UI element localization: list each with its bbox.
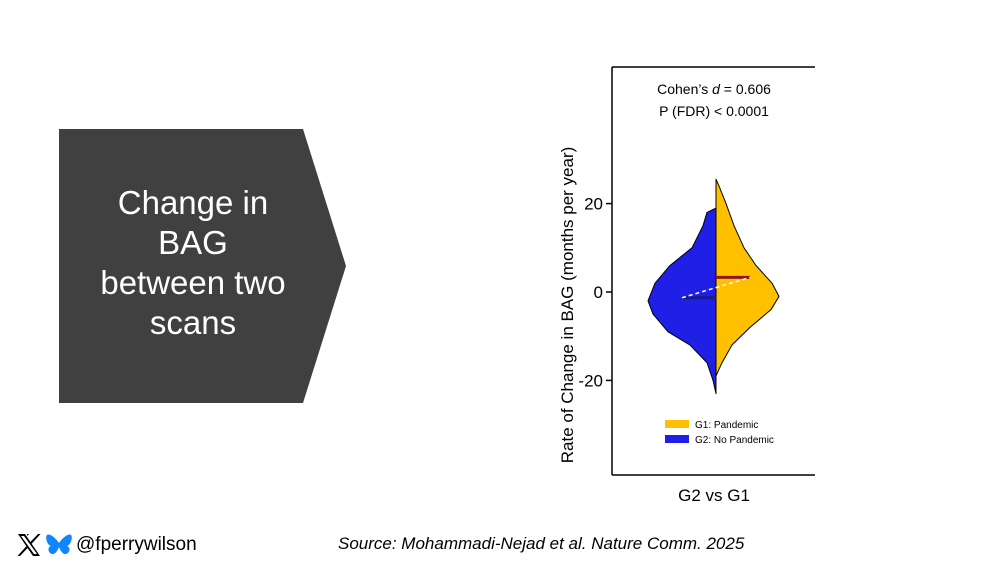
legend-label-g1: G1: Pandemic <box>695 420 758 431</box>
y-tick-label: 20 <box>584 195 603 214</box>
arrow-line-4: scans <box>149 304 237 341</box>
social-handle: @fperrywilson <box>76 534 197 555</box>
median-connector-line <box>681 276 751 299</box>
arrow-polygon <box>59 129 346 403</box>
violin-chart: -20 0 20 Rate of Change in BAG (months per… <box>550 60 830 510</box>
source-citation: Source: Mohammadi-Nejad et al. Nature Co… <box>338 534 745 553</box>
effect-size-annotation: Cohen’s d = 0.606 <box>657 81 771 97</box>
x-category-label: G2 vs G1 <box>678 486 750 505</box>
violin-half-g2 <box>647 207 717 395</box>
arrow-line-1: Change in <box>117 184 269 221</box>
chart-svg: -20 0 20 Rate of Change in BAG (months per… <box>558 66 815 505</box>
arrow-title-text: Change in BAG between two scans <box>73 183 313 343</box>
arrow-line-3: between two <box>100 264 286 301</box>
legend-swatch-g2 <box>665 435 689 443</box>
p-value-annotation: P (FDR) < 0.0001 <box>659 103 769 119</box>
x-logo-icon <box>17 534 41 556</box>
arrow-line-2: BAG <box>158 224 228 261</box>
bluesky-butterfly-icon <box>46 534 72 555</box>
y-tick-label: -20 <box>578 371 603 390</box>
y-axis-label: Rate of Change in BAG (months per year) <box>558 147 577 464</box>
legend-swatch-g1 <box>665 420 689 428</box>
title-arrow-shape: Change in BAG between two scans <box>59 129 346 403</box>
y-tick-label: 0 <box>594 283 603 302</box>
legend-label-g2: G2: No Pandemic <box>695 435 774 446</box>
social-footer: @fperrywilson <box>16 532 197 558</box>
